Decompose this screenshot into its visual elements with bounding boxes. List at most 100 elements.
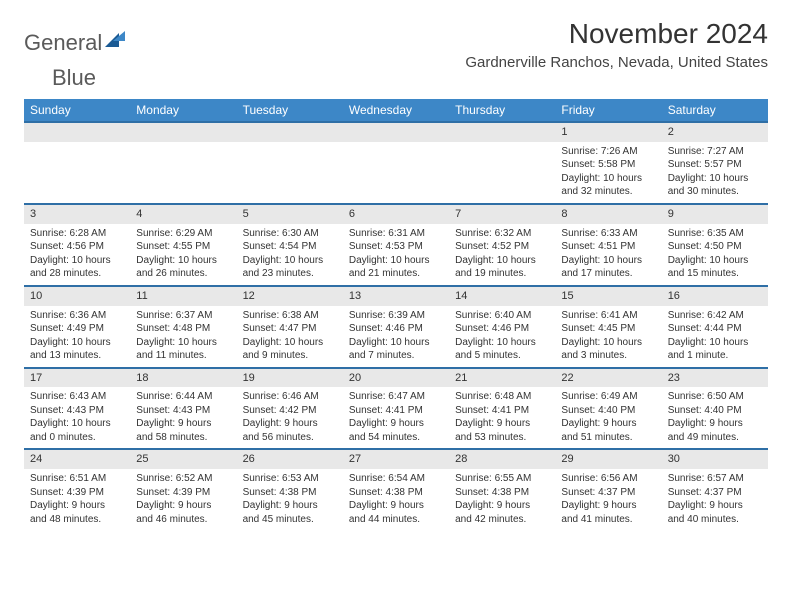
day-number [343,121,449,142]
day-number: 25 [130,448,236,469]
daylight-text: Daylight: 10 hours and 3 minutes. [561,336,655,363]
sunset-text: Sunset: 4:42 PM [243,404,337,418]
logo: General [24,18,126,56]
day-details: Sunrise: 7:26 AMSunset: 5:58 PMDaylight:… [555,142,661,203]
day-details: Sunrise: 6:37 AMSunset: 4:48 PMDaylight:… [130,306,236,367]
sunrise-text: Sunrise: 6:57 AM [668,472,762,486]
sunrise-text: Sunrise: 6:33 AM [561,227,655,241]
sunrise-text: Sunrise: 7:27 AM [668,145,762,159]
sunset-text: Sunset: 5:57 PM [668,158,762,172]
day-details: Sunrise: 6:28 AMSunset: 4:56 PMDaylight:… [24,224,130,285]
day-details: Sunrise: 6:39 AMSunset: 4:46 PMDaylight:… [343,306,449,367]
day-details: Sunrise: 6:42 AMSunset: 4:44 PMDaylight:… [662,306,768,367]
day-number: 20 [343,367,449,388]
day-number: 4 [130,203,236,224]
daylight-text: Daylight: 9 hours and 42 minutes. [455,499,549,526]
calendar-cell: 5Sunrise: 6:30 AMSunset: 4:54 PMDaylight… [237,203,343,285]
day-number: 2 [662,121,768,142]
daylight-text: Daylight: 9 hours and 54 minutes. [349,417,443,444]
sunset-text: Sunset: 4:43 PM [30,404,124,418]
daylight-text: Daylight: 9 hours and 41 minutes. [561,499,655,526]
day-header: Friday [555,99,661,121]
calendar-cell: 17Sunrise: 6:43 AMSunset: 4:43 PMDayligh… [24,367,130,449]
day-details: Sunrise: 6:33 AMSunset: 4:51 PMDaylight:… [555,224,661,285]
calendar-cell: 3Sunrise: 6:28 AMSunset: 4:56 PMDaylight… [24,203,130,285]
calendar-cell: 16Sunrise: 6:42 AMSunset: 4:44 PMDayligh… [662,285,768,367]
calendar-cell: 13Sunrise: 6:39 AMSunset: 4:46 PMDayligh… [343,285,449,367]
daylight-text: Daylight: 10 hours and 17 minutes. [561,254,655,281]
calendar-cell: 7Sunrise: 6:32 AMSunset: 4:52 PMDaylight… [449,203,555,285]
day-details: Sunrise: 6:50 AMSunset: 4:40 PMDaylight:… [662,387,768,448]
day-number: 26 [237,448,343,469]
daylight-text: Daylight: 10 hours and 7 minutes. [349,336,443,363]
calendar-body: 1Sunrise: 7:26 AMSunset: 5:58 PMDaylight… [24,121,768,530]
calendar-page: General November 2024 Gardnerville Ranch… [0,0,792,548]
sunrise-text: Sunrise: 6:30 AM [243,227,337,241]
sunset-text: Sunset: 4:39 PM [136,486,230,500]
sunrise-text: Sunrise: 6:56 AM [561,472,655,486]
calendar-cell: 22Sunrise: 6:49 AMSunset: 4:40 PMDayligh… [555,367,661,449]
sunset-text: Sunset: 4:41 PM [349,404,443,418]
sunrise-text: Sunrise: 6:54 AM [349,472,443,486]
day-number: 7 [449,203,555,224]
sunrise-text: Sunrise: 6:28 AM [30,227,124,241]
title-block: November 2024 Gardnerville Ranchos, Neva… [465,18,768,71]
day-number: 29 [555,448,661,469]
sunset-text: Sunset: 4:46 PM [455,322,549,336]
sunrise-text: Sunrise: 6:29 AM [136,227,230,241]
sunset-text: Sunset: 4:37 PM [561,486,655,500]
sunset-text: Sunset: 4:51 PM [561,240,655,254]
day-details: Sunrise: 6:57 AMSunset: 4:37 PMDaylight:… [662,469,768,530]
day-details: Sunrise: 6:52 AMSunset: 4:39 PMDaylight:… [130,469,236,530]
daylight-text: Daylight: 10 hours and 21 minutes. [349,254,443,281]
sunrise-text: Sunrise: 6:52 AM [136,472,230,486]
sunrise-text: Sunrise: 6:41 AM [561,309,655,323]
day-number: 10 [24,285,130,306]
sunrise-text: Sunrise: 6:36 AM [30,309,124,323]
daylight-text: Daylight: 10 hours and 5 minutes. [455,336,549,363]
sunset-text: Sunset: 4:43 PM [136,404,230,418]
sunset-text: Sunset: 4:37 PM [668,486,762,500]
day-header: Saturday [662,99,768,121]
sunrise-text: Sunrise: 6:51 AM [30,472,124,486]
calendar-cell: 10Sunrise: 6:36 AMSunset: 4:49 PMDayligh… [24,285,130,367]
sunset-text: Sunset: 4:56 PM [30,240,124,254]
sunrise-text: Sunrise: 6:38 AM [243,309,337,323]
sunset-text: Sunset: 4:50 PM [668,240,762,254]
day-number: 19 [237,367,343,388]
sunset-text: Sunset: 4:44 PM [668,322,762,336]
day-number: 24 [24,448,130,469]
day-details: Sunrise: 6:44 AMSunset: 4:43 PMDaylight:… [130,387,236,448]
day-number: 9 [662,203,768,224]
day-details: Sunrise: 6:38 AMSunset: 4:47 PMDaylight:… [237,306,343,367]
sunrise-text: Sunrise: 7:26 AM [561,145,655,159]
day-header: Monday [130,99,236,121]
day-header: Thursday [449,99,555,121]
calendar-cell: 27Sunrise: 6:54 AMSunset: 4:38 PMDayligh… [343,448,449,530]
calendar-cell [449,121,555,203]
calendar-row: 17Sunrise: 6:43 AMSunset: 4:43 PMDayligh… [24,367,768,449]
calendar-row: 10Sunrise: 6:36 AMSunset: 4:49 PMDayligh… [24,285,768,367]
sunset-text: Sunset: 4:39 PM [30,486,124,500]
sunset-text: Sunset: 4:40 PM [668,404,762,418]
daylight-text: Daylight: 10 hours and 32 minutes. [561,172,655,199]
day-details: Sunrise: 7:27 AMSunset: 5:57 PMDaylight:… [662,142,768,203]
daylight-text: Daylight: 9 hours and 45 minutes. [243,499,337,526]
daylight-text: Daylight: 10 hours and 0 minutes. [30,417,124,444]
sunset-text: Sunset: 4:53 PM [349,240,443,254]
day-number: 13 [343,285,449,306]
sunrise-text: Sunrise: 6:53 AM [243,472,337,486]
location-text: Gardnerville Ranchos, Nevada, United Sta… [465,54,768,71]
day-details: Sunrise: 6:54 AMSunset: 4:38 PMDaylight:… [343,469,449,530]
sunrise-text: Sunrise: 6:46 AM [243,390,337,404]
day-details: Sunrise: 6:41 AMSunset: 4:45 PMDaylight:… [555,306,661,367]
day-details: Sunrise: 6:36 AMSunset: 4:49 PMDaylight:… [24,306,130,367]
day-number: 11 [130,285,236,306]
day-details: Sunrise: 6:56 AMSunset: 4:37 PMDaylight:… [555,469,661,530]
sunset-text: Sunset: 4:49 PM [30,322,124,336]
day-header: Wednesday [343,99,449,121]
day-details: Sunrise: 6:32 AMSunset: 4:52 PMDaylight:… [449,224,555,285]
calendar-cell: 15Sunrise: 6:41 AMSunset: 4:45 PMDayligh… [555,285,661,367]
day-details: Sunrise: 6:35 AMSunset: 4:50 PMDaylight:… [662,224,768,285]
day-details: Sunrise: 6:46 AMSunset: 4:42 PMDaylight:… [237,387,343,448]
